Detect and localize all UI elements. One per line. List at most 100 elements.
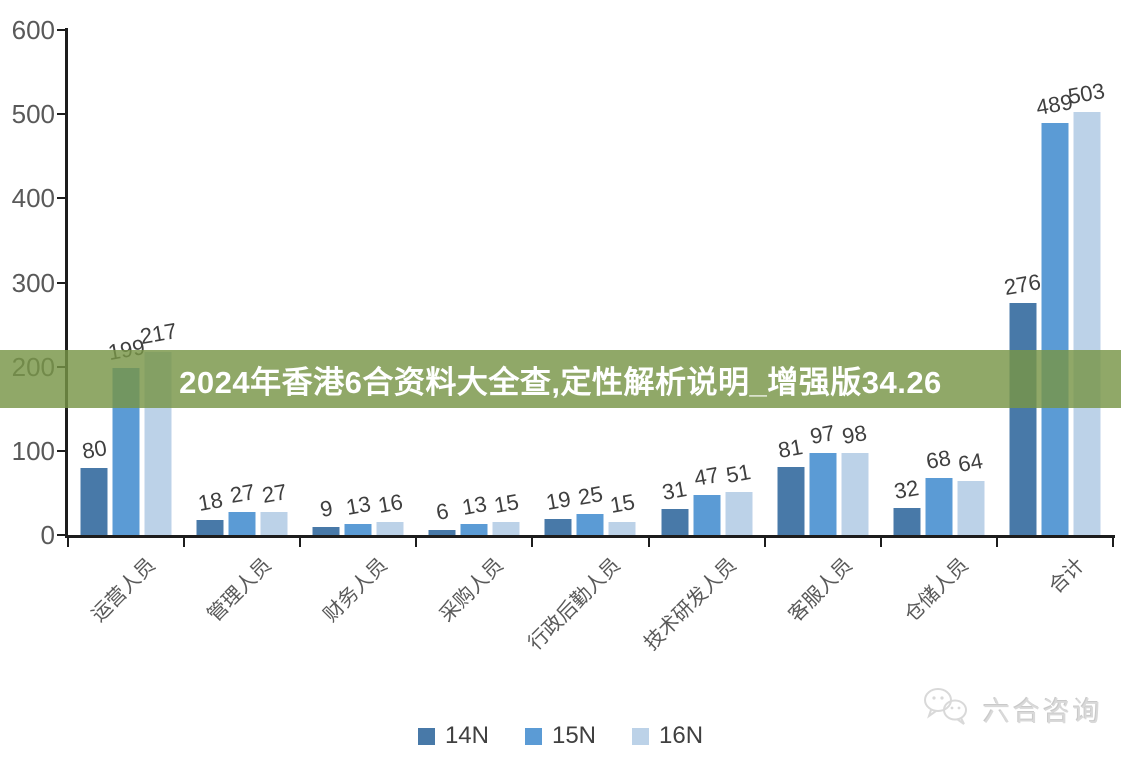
bar-14n-c7: 81 bbox=[776, 434, 805, 535]
y-axis-tick bbox=[57, 113, 66, 116]
legend-swatch-14n bbox=[417, 727, 435, 745]
y-axis-line bbox=[65, 28, 68, 538]
bar-16n-c4: 15 bbox=[492, 489, 521, 535]
bar-value-label: 217 bbox=[137, 318, 179, 350]
bar-value-label: 32 bbox=[892, 475, 921, 505]
bar-16n-c3: 16 bbox=[376, 489, 404, 535]
legend-item-15n: 15N bbox=[524, 722, 597, 750]
category-group-6: 31 47 51 bbox=[649, 30, 765, 535]
x-axis-tick bbox=[647, 538, 650, 547]
bar-14n-c5: 19 bbox=[544, 486, 573, 535]
bar-15n-c9: 489 bbox=[1035, 89, 1075, 535]
category-group-2: 18 27 27 bbox=[184, 30, 300, 535]
bar-16n-c6: 51 bbox=[724, 459, 753, 535]
bar-value-label: 15 bbox=[492, 489, 521, 519]
bar-group: 19 25 15 bbox=[544, 481, 637, 535]
bar-16n-c7: 98 bbox=[840, 420, 869, 535]
bar-value-label: 9 bbox=[317, 495, 335, 523]
bar-16n-c5: 15 bbox=[608, 489, 637, 535]
category-label-9: 合计 bbox=[1044, 554, 1089, 599]
y-axis-tick bbox=[57, 449, 66, 452]
legend-label: 15N bbox=[551, 722, 597, 749]
bar-value-label: 18 bbox=[195, 486, 225, 516]
bar-value-label: 503 bbox=[1066, 77, 1108, 109]
bar-value-label: 15 bbox=[608, 489, 637, 519]
legend-item-14n: 14N bbox=[417, 722, 489, 750]
bar-value-label: 13 bbox=[343, 491, 373, 521]
bar-value-label: 276 bbox=[1002, 268, 1044, 300]
y-axis-tick-label: 100 bbox=[11, 435, 55, 466]
legend-swatch-16n bbox=[632, 727, 650, 745]
bar-value-label: 98 bbox=[840, 419, 869, 449]
x-axis-tick bbox=[299, 538, 302, 547]
y-axis-tick bbox=[57, 534, 66, 536]
category-group-5: 19 25 15 bbox=[532, 30, 648, 535]
bar-group: 31 47 51 bbox=[660, 459, 753, 535]
watermark: 六合咨询 bbox=[921, 686, 1103, 733]
category-group-8: 32 68 64 bbox=[881, 30, 997, 535]
x-axis-tick bbox=[1112, 538, 1114, 547]
bar-14n-c3: 9 bbox=[312, 496, 340, 535]
bar-group: 18 27 27 bbox=[196, 479, 288, 535]
bar-15n-c6: 47 bbox=[692, 463, 721, 535]
bar-value-label: 97 bbox=[808, 420, 837, 450]
legend-swatch-15n bbox=[524, 727, 542, 745]
bar-15n-c5: 25 bbox=[576, 481, 605, 535]
bar-value-label: 51 bbox=[724, 459, 753, 489]
bar-14n-c6: 31 bbox=[660, 476, 689, 535]
bar-group: 81 97 98 bbox=[776, 420, 869, 535]
legend-label: 16N bbox=[659, 722, 704, 749]
category-group-9: 276 489 503 bbox=[997, 30, 1113, 535]
category-group-7: 81 97 98 bbox=[765, 30, 881, 535]
bar-14n-c1: 80 bbox=[80, 435, 108, 535]
y-axis-tick-label: 500 bbox=[11, 99, 55, 130]
x-axis-tick bbox=[415, 538, 418, 547]
bar-value-label: 16 bbox=[375, 488, 405, 518]
bar-value-label: 13 bbox=[460, 491, 489, 521]
plot-area: 8019921718272791316613151925153147518197… bbox=[68, 30, 1113, 535]
bar-value-label: 6 bbox=[434, 498, 451, 525]
bar-15n-c4: 13 bbox=[460, 491, 489, 535]
x-axis-tick bbox=[879, 538, 882, 547]
x-axis-tick bbox=[67, 538, 69, 547]
bar-value-label: 27 bbox=[259, 479, 289, 509]
y-axis-tick-label: 300 bbox=[11, 267, 55, 298]
bar-15n-c2: 27 bbox=[228, 479, 256, 535]
bar-16n-c9: 503 bbox=[1067, 78, 1107, 535]
bar-value-label: 81 bbox=[776, 433, 805, 463]
bar-14n-c4: 6 bbox=[428, 498, 456, 535]
bar-14n-c9: 276 bbox=[1003, 269, 1043, 535]
x-axis-tick bbox=[995, 538, 998, 547]
bar-group: 6 13 15 bbox=[428, 489, 521, 535]
bar-16n-c2: 27 bbox=[260, 479, 288, 535]
banner-text: 2024年香港6合资料大全查,定性解析说明_增强版34.26 bbox=[179, 364, 942, 400]
bar-group: 276 489 503 bbox=[1003, 78, 1107, 535]
category-group-1: 80199217 bbox=[68, 30, 184, 535]
y-axis-tick bbox=[57, 29, 66, 31]
x-axis-tick bbox=[763, 538, 766, 547]
bar-16n-c8: 64 bbox=[956, 448, 985, 535]
legend-label: 14N bbox=[444, 722, 489, 749]
bar-15n-c3: 13 bbox=[344, 491, 372, 535]
y-axis-tick bbox=[57, 281, 66, 284]
x-axis-tick bbox=[531, 538, 534, 547]
x-axis-line bbox=[65, 535, 1115, 538]
bar-value-label: 64 bbox=[956, 448, 985, 478]
x-axis-tick bbox=[183, 538, 186, 547]
chart-legend: 14N 15N 16N bbox=[0, 722, 1121, 750]
bar-15n-c8: 68 bbox=[924, 445, 953, 535]
bar-14n-c8: 32 bbox=[892, 475, 921, 535]
bar-15n-c7: 97 bbox=[808, 420, 837, 535]
wechat-chat-bubbles-icon bbox=[921, 686, 973, 733]
y-axis-tick-label: 400 bbox=[11, 183, 55, 214]
y-axis-tick-label: 600 bbox=[11, 15, 55, 45]
banner-overlay: 2024年香港6合资料大全查,定性解析说明_增强版34.26 bbox=[0, 350, 1121, 408]
bar-value-label: 31 bbox=[660, 475, 689, 505]
bar-value-label: 27 bbox=[227, 479, 257, 509]
bar-value-label: 19 bbox=[544, 486, 573, 515]
bar-value-label: 68 bbox=[924, 444, 953, 474]
category-group-3: 9 13 16 bbox=[300, 30, 416, 535]
y-axis-tick bbox=[57, 197, 66, 200]
category-group-4: 6 13 15 bbox=[416, 30, 532, 535]
